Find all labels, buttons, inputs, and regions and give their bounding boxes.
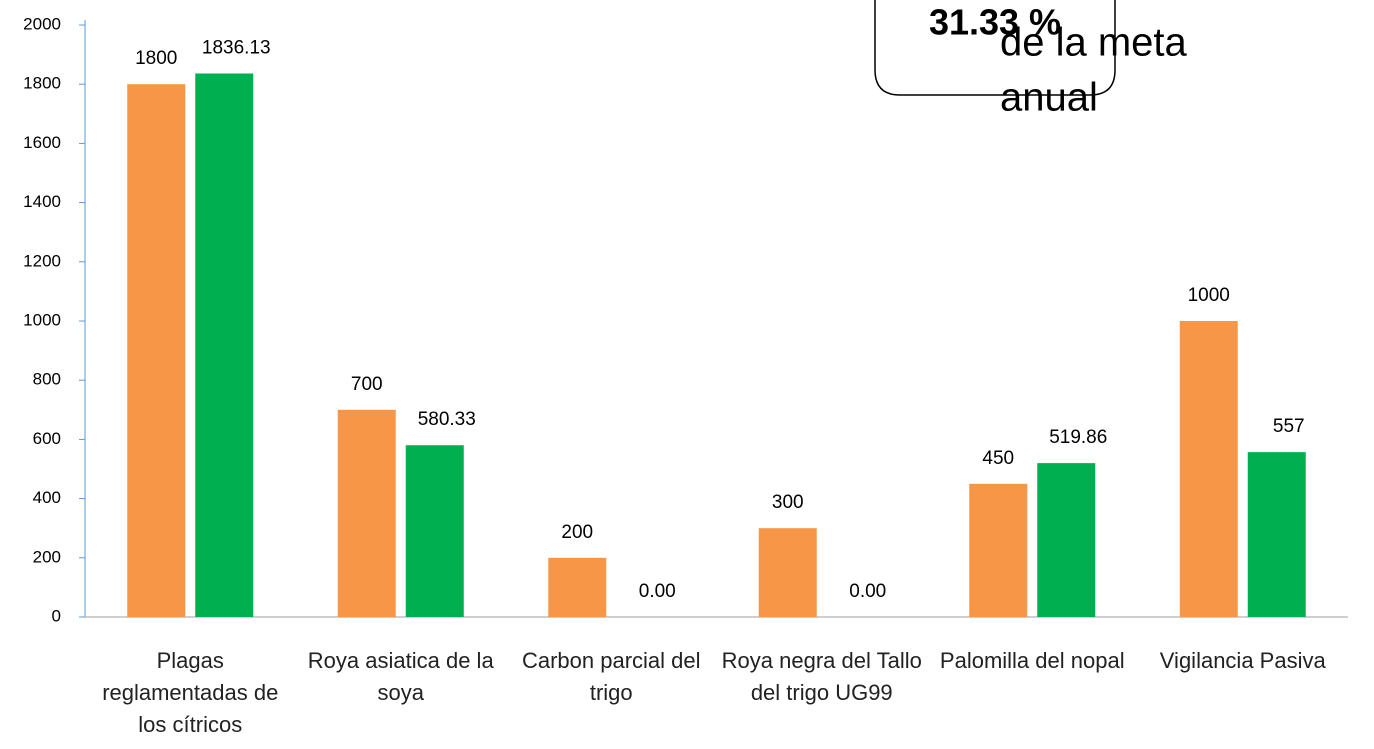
y-tick-label: 1600 xyxy=(23,133,61,152)
y-tick-label: 1200 xyxy=(23,251,61,270)
y-tick-label: 200 xyxy=(33,547,61,566)
x-tick-label: Roya negra del Tallo del trigo UG99 xyxy=(721,648,922,705)
y-tick-label: 2000 xyxy=(23,14,61,33)
x-tick-label: Plagas reglamentadas de los cítricos xyxy=(102,648,279,737)
data-label: 557 xyxy=(1273,416,1305,437)
bar xyxy=(337,409,396,617)
bar xyxy=(1037,463,1096,617)
data-label: 1000 xyxy=(1188,285,1230,306)
data-label: 1800 xyxy=(135,48,177,69)
bar xyxy=(758,528,817,617)
data-label: 1836.13 xyxy=(202,38,271,59)
y-tick-label: 0 xyxy=(52,606,61,625)
bar xyxy=(195,73,254,618)
y-tick-label: 1000 xyxy=(23,310,61,329)
bar xyxy=(405,445,464,617)
data-label: 0.00 xyxy=(849,581,886,602)
x-tick-label: Palomilla del nopal xyxy=(939,648,1125,673)
x-tick-label: Roya asiatica de la soya xyxy=(307,648,494,705)
x-tick-label: Vigilancia Pasiva xyxy=(1159,648,1326,673)
data-label: 0.00 xyxy=(639,581,676,602)
data-label: 300 xyxy=(772,492,804,513)
y-tick-label: 400 xyxy=(33,488,61,507)
bar xyxy=(1179,321,1238,617)
y-tick-label: 800 xyxy=(33,370,61,389)
annotation-text: anual xyxy=(1000,76,1098,120)
annotation-text: de la meta xyxy=(1000,21,1188,65)
data-label: 519.86 xyxy=(1049,427,1107,448)
annotation-box xyxy=(874,0,1116,96)
annotation-value: 31.33 % xyxy=(929,2,1061,43)
data-label: 450 xyxy=(982,448,1014,469)
bar xyxy=(1247,452,1306,617)
y-tick-label: 1800 xyxy=(23,74,61,93)
bar xyxy=(127,84,186,617)
y-tick-label: 600 xyxy=(33,429,61,448)
data-label: 200 xyxy=(561,522,593,543)
data-label: 580.33 xyxy=(418,409,476,430)
x-tick-label: Carbon parcial del trigo xyxy=(521,648,701,705)
data-label: 700 xyxy=(351,374,383,395)
bar xyxy=(969,483,1028,617)
y-tick-label: 1400 xyxy=(23,192,61,211)
bar xyxy=(548,557,607,617)
